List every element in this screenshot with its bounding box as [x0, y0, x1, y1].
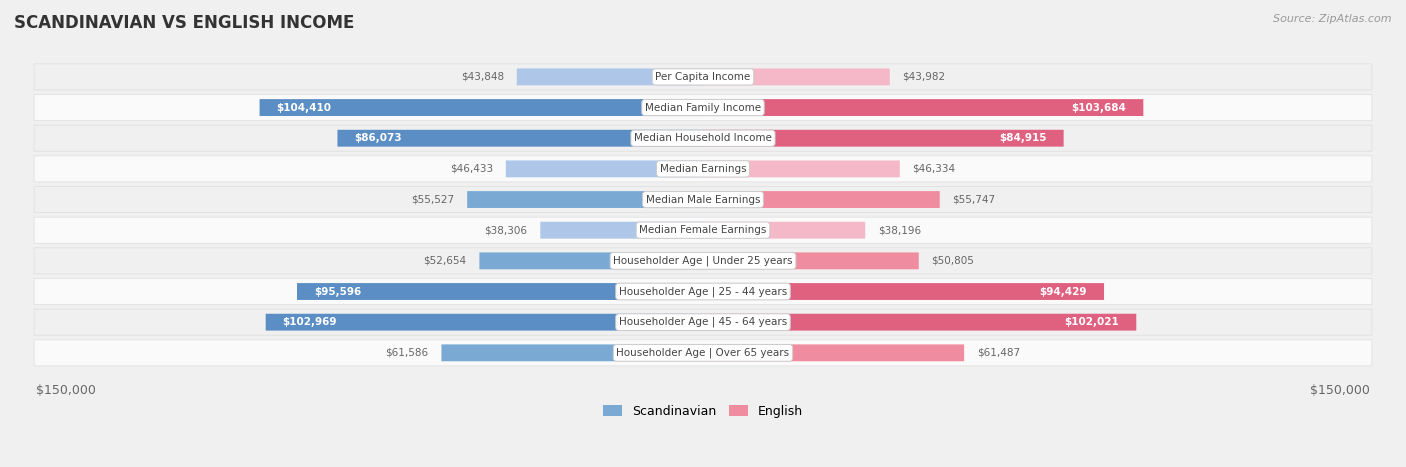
FancyBboxPatch shape — [34, 125, 1372, 151]
FancyBboxPatch shape — [703, 191, 939, 208]
FancyBboxPatch shape — [34, 217, 1372, 243]
FancyBboxPatch shape — [260, 99, 703, 116]
Text: $102,969: $102,969 — [283, 317, 337, 327]
FancyBboxPatch shape — [506, 161, 703, 177]
Text: $102,021: $102,021 — [1064, 317, 1119, 327]
FancyBboxPatch shape — [703, 222, 865, 239]
Text: $55,747: $55,747 — [952, 195, 995, 205]
Legend: Scandinavian, English: Scandinavian, English — [599, 400, 807, 423]
Text: $55,527: $55,527 — [412, 195, 454, 205]
FancyBboxPatch shape — [703, 161, 900, 177]
FancyBboxPatch shape — [34, 248, 1372, 274]
FancyBboxPatch shape — [34, 309, 1372, 335]
FancyBboxPatch shape — [517, 69, 703, 85]
FancyBboxPatch shape — [703, 253, 918, 269]
FancyBboxPatch shape — [337, 130, 703, 147]
FancyBboxPatch shape — [441, 344, 703, 361]
FancyBboxPatch shape — [703, 314, 1136, 331]
Text: $94,429: $94,429 — [1039, 287, 1087, 297]
Text: $61,586: $61,586 — [385, 348, 429, 358]
Text: $46,433: $46,433 — [450, 164, 494, 174]
FancyBboxPatch shape — [703, 130, 1063, 147]
FancyBboxPatch shape — [479, 253, 703, 269]
Text: Householder Age | 25 - 44 years: Householder Age | 25 - 44 years — [619, 286, 787, 297]
Text: $43,982: $43,982 — [903, 72, 946, 82]
FancyBboxPatch shape — [703, 344, 965, 361]
Text: $52,654: $52,654 — [423, 256, 467, 266]
Text: Householder Age | Over 65 years: Householder Age | Over 65 years — [616, 347, 790, 358]
Text: $38,306: $38,306 — [485, 225, 527, 235]
FancyBboxPatch shape — [703, 99, 1143, 116]
FancyBboxPatch shape — [467, 191, 703, 208]
Text: $38,196: $38,196 — [877, 225, 921, 235]
Text: Householder Age | Under 25 years: Householder Age | Under 25 years — [613, 255, 793, 266]
Text: $104,410: $104,410 — [277, 103, 332, 113]
Text: $86,073: $86,073 — [354, 133, 402, 143]
Text: $95,596: $95,596 — [314, 287, 361, 297]
FancyBboxPatch shape — [540, 222, 703, 239]
FancyBboxPatch shape — [34, 64, 1372, 90]
Text: Median Male Earnings: Median Male Earnings — [645, 195, 761, 205]
Text: Source: ZipAtlas.com: Source: ZipAtlas.com — [1274, 14, 1392, 24]
FancyBboxPatch shape — [34, 186, 1372, 212]
Text: Median Earnings: Median Earnings — [659, 164, 747, 174]
Text: $103,684: $103,684 — [1071, 103, 1126, 113]
FancyBboxPatch shape — [703, 69, 890, 85]
FancyBboxPatch shape — [34, 278, 1372, 304]
FancyBboxPatch shape — [34, 94, 1372, 120]
FancyBboxPatch shape — [297, 283, 703, 300]
Text: Householder Age | 45 - 64 years: Householder Age | 45 - 64 years — [619, 317, 787, 327]
FancyBboxPatch shape — [266, 314, 703, 331]
Text: $43,848: $43,848 — [461, 72, 503, 82]
Text: $50,805: $50,805 — [932, 256, 974, 266]
Text: Per Capita Income: Per Capita Income — [655, 72, 751, 82]
Text: Median Female Earnings: Median Female Earnings — [640, 225, 766, 235]
FancyBboxPatch shape — [34, 156, 1372, 182]
Text: $84,915: $84,915 — [1000, 133, 1046, 143]
Text: $46,334: $46,334 — [912, 164, 956, 174]
Text: Median Household Income: Median Household Income — [634, 133, 772, 143]
Text: SCANDINAVIAN VS ENGLISH INCOME: SCANDINAVIAN VS ENGLISH INCOME — [14, 14, 354, 32]
FancyBboxPatch shape — [703, 283, 1104, 300]
Text: $61,487: $61,487 — [977, 348, 1019, 358]
Text: Median Family Income: Median Family Income — [645, 103, 761, 113]
FancyBboxPatch shape — [34, 340, 1372, 366]
